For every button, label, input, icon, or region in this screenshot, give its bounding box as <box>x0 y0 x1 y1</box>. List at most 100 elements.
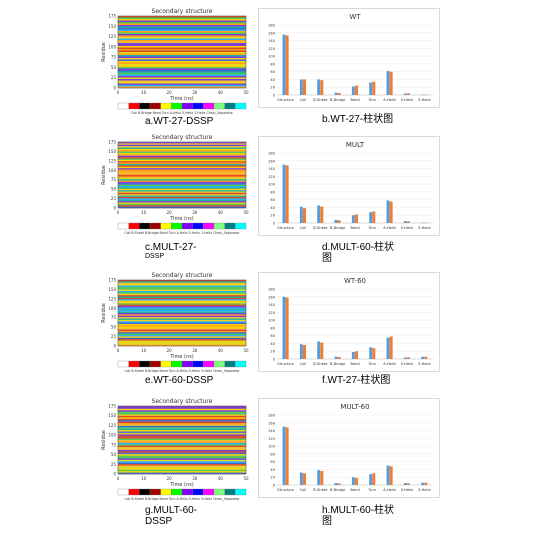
dssp-ytick: 75 <box>111 315 117 320</box>
bar-ytick: 60 <box>270 70 275 74</box>
dssp-stripe <box>118 40 246 42</box>
bar-panel-b: WT 0 20 40 60 80 100 120 140 160 180 Structure Coil B… <box>258 8 440 108</box>
dssp-panel-a: Secondary structure 0 25 50 75 100 125 150 175 0 1… <box>100 6 252 118</box>
bar-ytick: 120 <box>268 175 276 179</box>
dssp-stripe <box>118 28 246 30</box>
dssp-title: Secondary structure <box>152 272 213 279</box>
dssp-stripe <box>118 415 246 418</box>
dssp-key-swatch <box>181 222 193 230</box>
bar <box>421 356 425 359</box>
bar-panel-h: MULT-60 0 20 40 60 80 100 120 140 160 180 Structure… <box>258 398 440 498</box>
caption-g-line2: DSSP <box>145 516 173 527</box>
bar <box>372 473 376 485</box>
dssp-stripe <box>118 324 246 326</box>
dssp-key-swatch <box>171 360 183 368</box>
bar <box>424 94 428 96</box>
dssp-key-swatch <box>213 488 225 496</box>
dssp-ytick: 50 <box>111 452 117 457</box>
dssp-stripe <box>118 157 246 159</box>
bar-ytick: 40 <box>270 78 275 82</box>
dssp-stripe <box>118 408 246 411</box>
dssp-ylabel: Residue <box>101 42 107 62</box>
bar <box>389 466 393 485</box>
dssp-xtick: 20 <box>167 476 173 481</box>
dssp-stripe <box>118 407 246 410</box>
bar-ytick: 100 <box>268 445 276 449</box>
dssp-stripe <box>118 52 246 54</box>
dssp-key-swatch <box>224 102 236 110</box>
dssp-stripe <box>118 19 246 21</box>
dssp-stripe <box>118 55 246 57</box>
bar-ytick: 40 <box>270 206 275 210</box>
bar-category-label: 5-Helix <box>401 488 414 492</box>
bar <box>320 206 324 223</box>
dssp-stripe <box>118 410 246 412</box>
dssp-stripe <box>118 313 246 315</box>
dssp-stripe <box>118 340 246 343</box>
dssp-ytick: 125 <box>108 158 116 163</box>
dssp-xtick: 30 <box>192 210 198 215</box>
bar <box>424 482 428 485</box>
bar <box>351 215 355 223</box>
bar-category-label: A-Helix <box>383 488 397 492</box>
dssp-title: Secondary structure <box>152 134 213 141</box>
dssp-stripe <box>118 336 246 338</box>
dssp-stripe <box>118 420 246 422</box>
bar-title: MULT-60 <box>340 403 369 411</box>
dssp-xlabel: Time (ns) <box>169 482 194 488</box>
dssp-stripe <box>118 73 246 75</box>
dssp-stripe <box>118 202 246 205</box>
dssp-stripe <box>118 308 246 311</box>
bar-chart-h: MULT-60 0 20 40 60 80 100 120 140 160 180 Structure… <box>268 403 433 492</box>
dssp-key-swatch <box>203 488 215 496</box>
bar <box>355 214 358 223</box>
bar-category-label: Bend <box>350 226 359 230</box>
dssp-stripe <box>118 440 246 442</box>
bar <box>282 426 286 485</box>
dssp-stripes <box>118 280 246 347</box>
dssp-stripe <box>118 322 246 325</box>
bar-category-label: B-Bridge <box>330 488 346 492</box>
dssp-stripe <box>118 34 246 36</box>
dssp-stripe <box>118 181 246 184</box>
dssp-stripe <box>118 344 246 347</box>
dssp-stripe <box>118 176 246 178</box>
dssp-stripe <box>118 314 246 316</box>
bar-ytick: 160 <box>268 421 276 425</box>
dssp-stripe <box>118 303 246 305</box>
dssp-ytick: 50 <box>111 325 117 330</box>
dssp-ytick: 100 <box>108 306 116 311</box>
bar <box>407 483 410 485</box>
dssp-stripe <box>118 291 246 293</box>
dssp-stripe <box>118 76 246 78</box>
dssp-stripe <box>118 166 246 169</box>
bar <box>386 200 390 223</box>
dssp-key-swatch <box>224 360 236 368</box>
dssp-stripe <box>118 29 246 32</box>
dssp-ytick: 25 <box>111 334 117 339</box>
caption-a: a.WT-27-DSSP <box>145 116 214 127</box>
dssp-stripe <box>118 468 246 470</box>
dssp-stripe <box>118 164 246 166</box>
dssp-key-swatch <box>213 360 225 368</box>
bar-category-label: 3-Helix <box>418 98 431 102</box>
dssp-ytick: 125 <box>108 34 116 39</box>
bar-category-label: Coil <box>300 226 307 230</box>
bar-category-label: A-Helix <box>383 226 397 230</box>
bar <box>355 85 358 95</box>
dssp-key-swatch <box>192 222 204 230</box>
dssp-stripe <box>118 464 246 466</box>
caption-d: d.MULT-60-柱状 图 <box>322 242 394 264</box>
bar-ytick: 180 <box>268 24 276 28</box>
dssp-stripe <box>118 170 246 173</box>
dssp-stripe <box>118 448 246 451</box>
bar-ytick: 160 <box>268 31 276 35</box>
bar <box>369 347 373 359</box>
bar <box>424 222 428 224</box>
dssp-key-swatch <box>117 488 129 496</box>
dssp-heatmap-e: Secondary structure 0 25 50 75 100 125 150 175 0 1… <box>101 272 249 373</box>
bar-category-label: A-Helix <box>383 362 397 366</box>
dssp-ytick: 25 <box>111 196 117 201</box>
bar-category-label: B-Sheet <box>313 488 328 492</box>
dssp-stripe <box>118 38 246 41</box>
